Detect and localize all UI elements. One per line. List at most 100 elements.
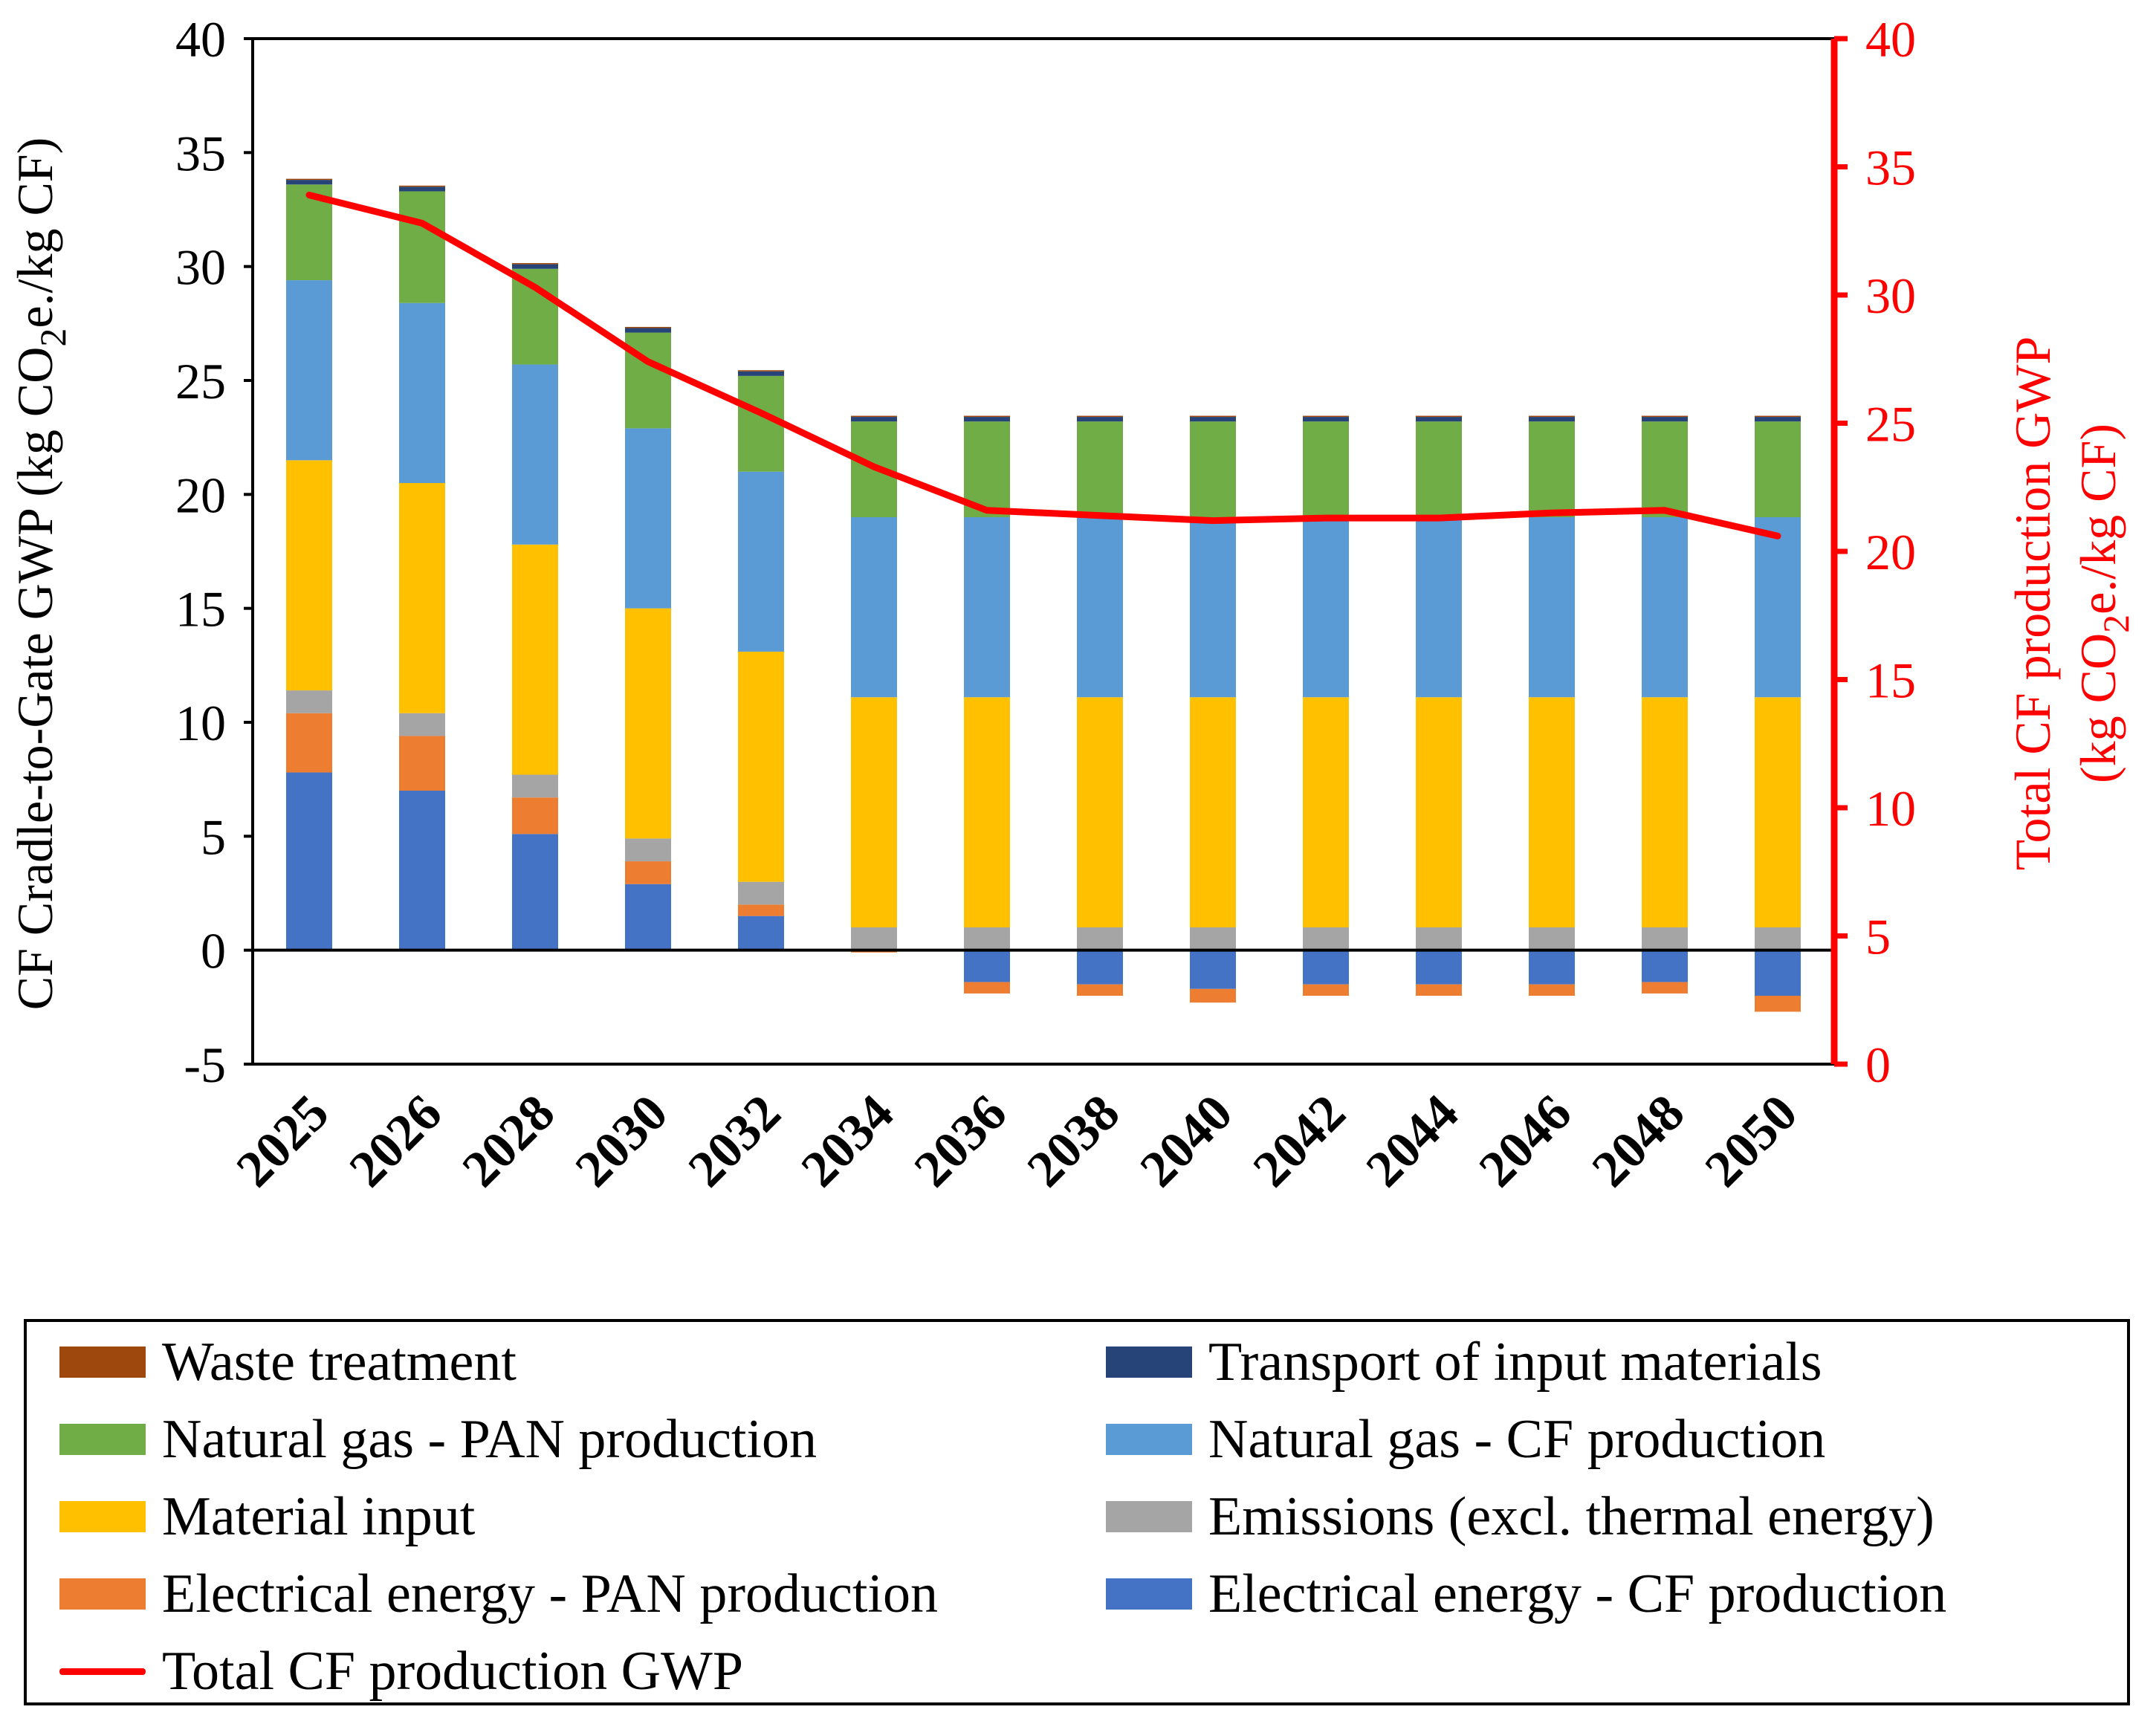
bar-segment xyxy=(1755,927,1801,950)
bar-segment xyxy=(851,517,897,698)
bar-segment xyxy=(851,417,897,422)
category-label: 2042 xyxy=(1243,1084,1356,1198)
bar-segment xyxy=(964,697,1010,927)
category-label: 2034 xyxy=(791,1084,904,1198)
total-line-group xyxy=(305,191,1781,539)
legend-swatch xyxy=(1106,1578,1192,1610)
left-axis-title-sub: 2 xyxy=(32,328,74,347)
legend-item: Natural gas - PAN production xyxy=(59,1402,817,1477)
bar-segment xyxy=(1190,697,1236,927)
right-tick-label: 25 xyxy=(1865,396,1916,453)
legend-label: Material input xyxy=(162,1485,476,1547)
legend-item: Total CF production GWP xyxy=(59,1634,743,1708)
bar-segment xyxy=(738,916,784,950)
bar-segment xyxy=(964,927,1010,950)
legend-item: Transport of input materials xyxy=(1106,1325,1822,1399)
bar-segment xyxy=(964,417,1010,422)
category-label: 2036 xyxy=(904,1084,1017,1198)
bar-segment xyxy=(625,838,671,862)
right-tick-label: 30 xyxy=(1865,268,1916,324)
bar-segment xyxy=(1529,927,1575,950)
bar-segment xyxy=(1190,417,1236,422)
category-label: 2048 xyxy=(1582,1084,1695,1198)
left-tick-label: 25 xyxy=(175,353,226,409)
bar-segment xyxy=(1529,984,1575,996)
right-tick-label: 20 xyxy=(1865,524,1916,580)
right-axis-title-line2-end: e./kg CF) xyxy=(2070,424,2126,615)
bar-segment xyxy=(1303,415,1349,418)
bar-segment xyxy=(399,185,445,187)
bar-segment xyxy=(286,713,332,773)
left-tick-label: 35 xyxy=(175,125,226,181)
bar-segment xyxy=(1416,415,1462,418)
bar-segment xyxy=(1642,982,1688,994)
bar-segment xyxy=(851,697,897,927)
right-axis-title-line2-sub: 2 xyxy=(2095,615,2137,633)
left-axis-title: CF Cradle-to-Gate GWP (kg CO2e./kg CF) xyxy=(7,137,74,1011)
bar-segment xyxy=(512,268,558,365)
legend-item: Electrical energy - CF production xyxy=(1106,1557,1946,1631)
bar-segment xyxy=(625,608,671,839)
bar-segment xyxy=(625,328,671,333)
legend-swatch xyxy=(59,1501,146,1532)
bar-segment xyxy=(512,263,558,265)
left-tick-label: 0 xyxy=(201,923,226,979)
bar-segment xyxy=(1416,421,1462,517)
axes-group xyxy=(244,36,1848,1067)
right-tick-label: 15 xyxy=(1865,652,1916,709)
left-tick-label: -5 xyxy=(184,1037,226,1093)
bar-segment xyxy=(399,302,445,483)
legend-swatch xyxy=(1106,1347,1192,1378)
bar-segment xyxy=(1529,517,1575,698)
bar-segment xyxy=(625,326,671,328)
bar-segment xyxy=(1303,697,1349,927)
bar-segment xyxy=(1077,421,1123,517)
legend: Waste treatment Transport of input materi… xyxy=(24,1319,2130,1705)
bar-segment xyxy=(1755,415,1801,418)
bar-segment xyxy=(1755,950,1801,996)
category-label: 2028 xyxy=(452,1084,566,1198)
left-axis-title-main: CF Cradle-to-Gate GWP (kg CO xyxy=(7,347,63,1011)
right-axis-title-line2: (kg CO2e./kg CF) xyxy=(2070,424,2137,783)
bar-segment xyxy=(1755,421,1801,517)
bar-segment xyxy=(1303,517,1349,698)
bar-segment xyxy=(625,428,671,609)
bar-segment xyxy=(1529,417,1575,422)
bar-segment xyxy=(399,191,445,303)
bar-segment xyxy=(1642,417,1688,422)
category-label: 2044 xyxy=(1356,1084,1469,1198)
bar-segment xyxy=(399,736,445,791)
bar-segment xyxy=(512,544,558,775)
bar-segment xyxy=(738,371,784,376)
bar-segment xyxy=(964,517,1010,698)
bar-segment xyxy=(1190,927,1236,950)
left-tick-label: 20 xyxy=(175,467,226,523)
bar-segment xyxy=(1642,697,1688,927)
bar-segment xyxy=(1642,421,1688,517)
bar-segment xyxy=(1303,417,1349,422)
bar-segment xyxy=(851,927,897,950)
bar-segment xyxy=(512,364,558,545)
bar-segment xyxy=(512,797,558,835)
bar-segment xyxy=(1416,697,1462,927)
legend-label: Electrical energy - CF production xyxy=(1208,1563,1947,1624)
legend-item: Material input xyxy=(59,1480,475,1554)
legend-label: Natural gas - CF production xyxy=(1208,1408,1826,1470)
left-tick-label: 5 xyxy=(201,808,226,865)
bar-segment xyxy=(1755,697,1801,927)
total-gwp-line xyxy=(305,191,1781,539)
bar-segment xyxy=(286,690,332,713)
legend-label: Natural gas - PAN production xyxy=(162,1408,818,1470)
bar-segment xyxy=(1642,927,1688,950)
bar-segment xyxy=(1303,927,1349,950)
bar-segment xyxy=(1077,417,1123,422)
bar-segment xyxy=(1529,415,1575,418)
right-tick-label: 10 xyxy=(1865,780,1916,837)
category-label: 2050 xyxy=(1694,1084,1808,1198)
bar-segment xyxy=(851,415,897,418)
bar-segment xyxy=(964,950,1010,982)
bar-segment xyxy=(399,791,445,950)
bar-segment xyxy=(512,264,558,269)
bar-segment xyxy=(625,861,671,884)
